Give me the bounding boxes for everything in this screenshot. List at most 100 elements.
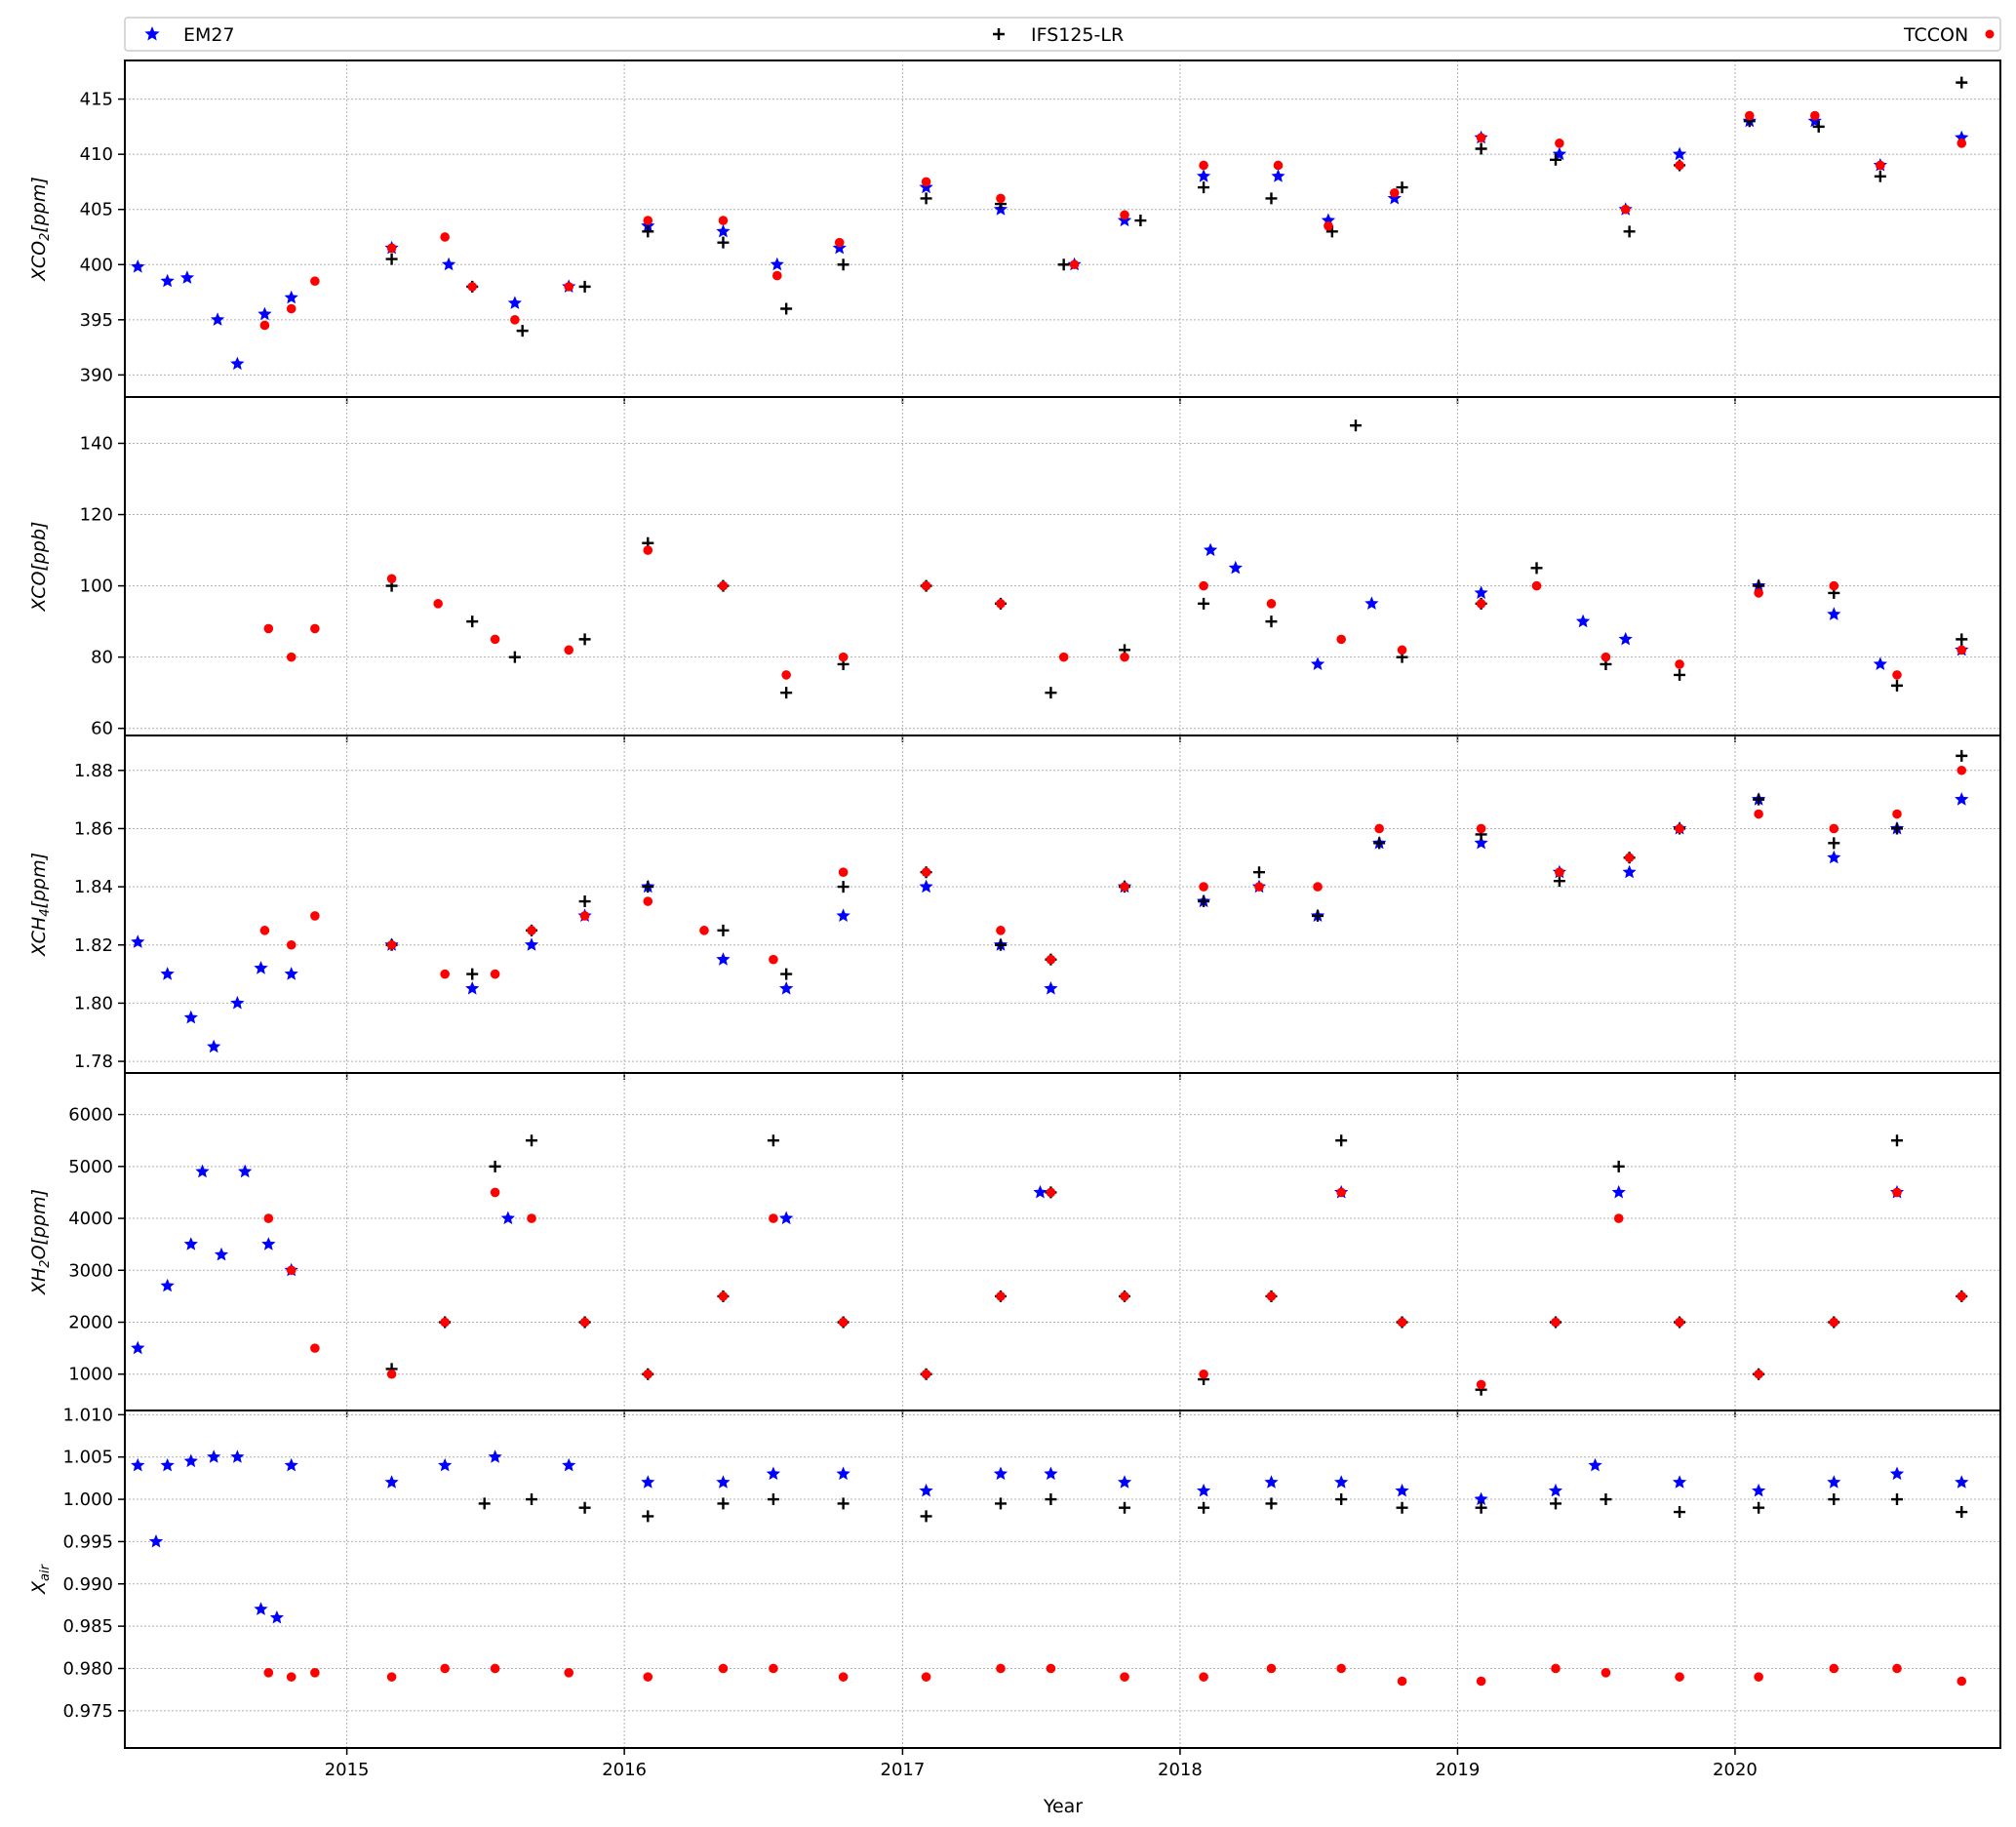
yticks-xco2: 390 395 400 405 410 415 [80,90,125,385]
point-tccon [1675,1317,1684,1328]
x-tick-label-2015: 2015 [325,1760,370,1780]
point-tccon [286,1265,296,1276]
point-em27 [770,257,784,271]
ylabel-xair: Xair [28,1563,53,1595]
point-ifs125 [466,968,479,980]
point-em27 [1395,1483,1409,1497]
point-tccon [643,1672,653,1682]
point-em27 [1955,792,1969,806]
point-em27 [562,1457,576,1472]
point-em27 [384,1475,399,1489]
point-ifs125 [1956,1506,1968,1519]
point-tccon [1046,954,1056,965]
point-ifs125 [1674,668,1686,681]
point-tccon [1313,882,1323,892]
y-tick-label: 1.78 [74,1052,113,1072]
point-ifs125 [1550,1497,1561,1510]
point-em27 [836,908,850,922]
point-em27 [1033,1184,1048,1199]
point-em27 [1889,1466,1905,1481]
ylabel-base: XCO [28,241,50,282]
point-em27 [254,1602,268,1615]
point-tccon [643,1369,653,1379]
y-tick-label: 80 [91,648,113,668]
point-ifs125 [1828,837,1840,850]
point-em27 [284,967,298,980]
point-ifs125 [780,687,793,699]
point-tccon [1551,1663,1561,1674]
point-tccon [467,282,478,292]
point-ifs125 [1890,822,1903,835]
point-em27 [507,296,522,309]
point-ifs125 [1612,1160,1625,1172]
y-tick-label: 0.990 [62,1574,113,1595]
point-em27 [160,1278,175,1292]
point-em27 [183,1453,198,1468]
point-ifs125 [780,968,793,980]
point-tccon [838,1672,849,1682]
point-tccon [921,580,931,591]
point-em27 [131,1340,145,1355]
ylabel-sub: 4 [38,908,53,916]
ylabel-rest: O[ppm] [28,1189,50,1259]
legend-label-ifs125: IFS125-LR [1031,24,1124,46]
point-ifs125 [642,225,654,238]
yticks-xco: 60 80 100 120 140 [80,433,125,739]
point-tccon [1273,160,1284,171]
point-tccon [1551,1317,1561,1328]
point-tccon [643,545,653,555]
ylabel-xco: XCO[ppb] [28,522,50,613]
point-tccon [921,177,931,187]
point-ifs125 [1396,181,1408,194]
point-tccon [1957,645,1967,655]
point-em27 [716,952,731,966]
y-tick-label: 410 [80,144,113,165]
point-ifs125 [1674,1506,1686,1519]
y-tick-label: 400 [80,255,113,275]
point-em27 [1197,169,1211,182]
point-tccon [1892,1663,1902,1674]
point-em27 [779,1211,794,1225]
point-tccon [1120,652,1129,662]
ylabel-sub: 2 [38,1259,53,1267]
point-em27 [284,1457,298,1472]
point-tccon [579,911,590,921]
legend-label-em27: EM27 [183,24,235,46]
point-ifs125 [1198,181,1210,194]
point-tccon [1555,867,1564,877]
point-ifs125 [1890,1134,1903,1147]
point-tccon [1531,580,1542,591]
point-ifs125 [1623,225,1636,238]
point-tccon [564,1668,574,1678]
point-tccon [643,216,653,225]
point-tccon [1754,1672,1763,1682]
point-em27 [1474,835,1488,850]
point-tccon [440,1663,450,1674]
point-ifs125 [1956,76,1968,89]
y-tick-label: 3000 [68,1260,113,1281]
y-tick-label: 390 [80,365,113,385]
point-em27 [1334,1475,1349,1489]
point-em27 [160,967,175,980]
point-tccon [1957,1291,1967,1301]
yticks-xh2o: 1000 2000 3000 4000 5000 6000 [68,1105,125,1385]
point-tccon [310,1668,320,1678]
point-tccon [643,896,653,906]
x-axis-label: Year [1043,1796,1083,1817]
point-tccon [1675,160,1684,171]
marks-xch4 [131,749,1969,1053]
point-tccon [310,623,320,634]
point-ifs125 [717,1497,730,1510]
point-ifs125 [994,1497,1007,1510]
point-ifs125 [717,924,730,936]
point-tccon [286,652,296,662]
point-ifs125 [526,1493,538,1506]
y-tick-label: 1.88 [74,761,113,781]
point-tccon [440,1317,450,1328]
point-em27 [214,1247,229,1261]
ylabel-rest: [ppm] [28,177,50,232]
grid-xair [125,1410,2000,1755]
point-em27 [716,223,731,238]
